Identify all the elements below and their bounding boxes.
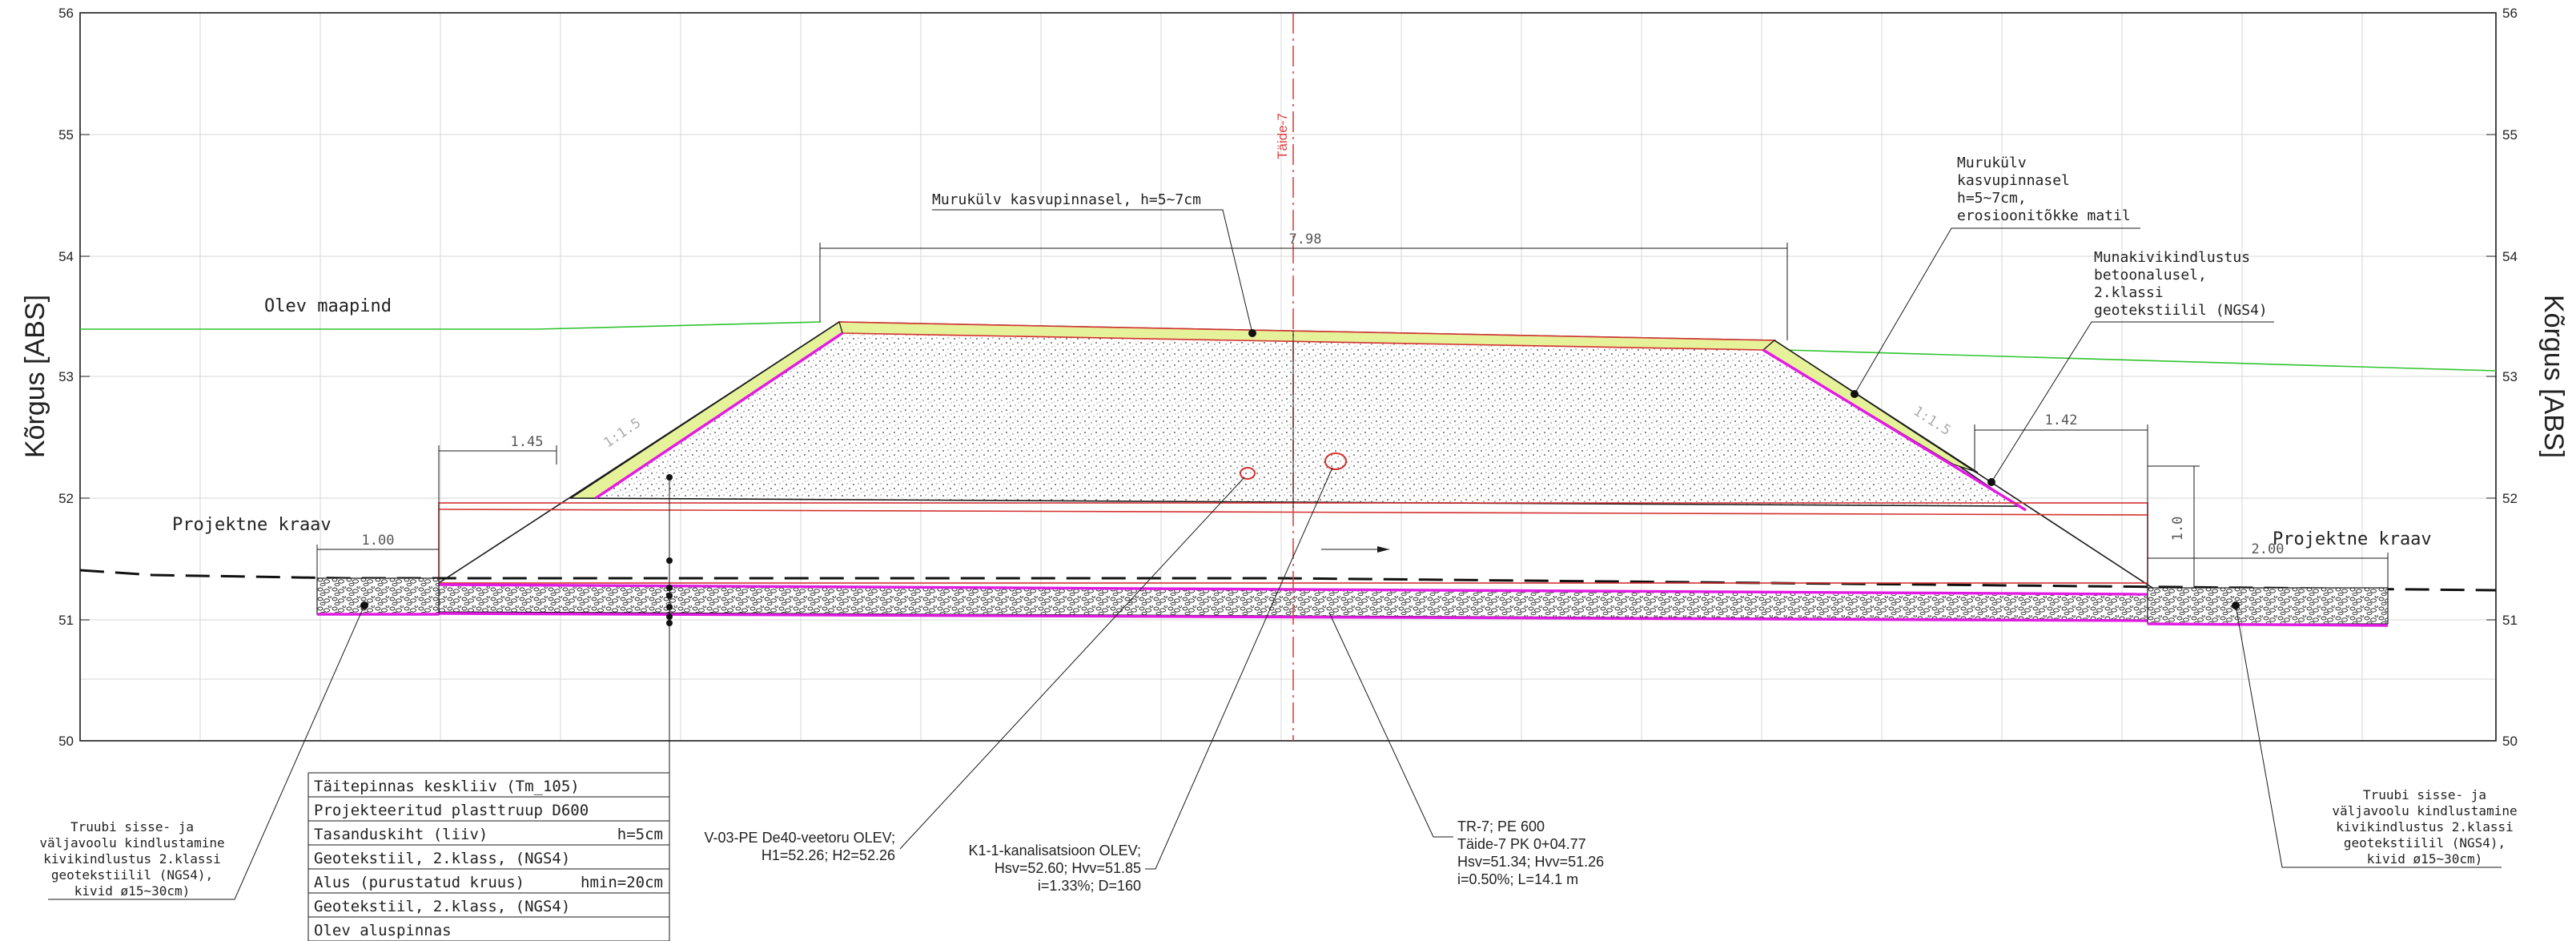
tick-right-53: 53 <box>2502 369 2518 384</box>
layer-row-5: Alus (purustatud kruus) <box>314 874 524 891</box>
dim-top-width: 7.98 <box>1289 231 1322 247</box>
leader-grass-slope <box>1854 227 2140 395</box>
ditch-protection-right <box>2147 587 2389 625</box>
tick-left-50: 50 <box>58 734 74 749</box>
leader-dot-culvert-left <box>360 601 368 609</box>
culvert-label-3: Hsv=51.34; Hvv=51.26 <box>1457 854 1604 870</box>
tick-left-53: 53 <box>58 369 74 384</box>
layer-row-6: Geotekstiil, 2.klass, (NGS4) <box>314 898 570 915</box>
slope-left-outer <box>438 321 840 584</box>
label-stone-4: geotekstiilil (NGS4) <box>2094 302 2268 319</box>
slope-right-outer <box>1774 340 2153 589</box>
layer-row-3-value: h=5cm <box>617 826 663 843</box>
culvert-protection-left-5: kivid ø15~30cm) <box>74 883 191 899</box>
dimension-lines <box>316 243 2389 588</box>
tick-left-55: 55 <box>58 127 74 143</box>
label-stone-2: betoonalusel, <box>2094 267 2207 284</box>
embankment-fill <box>569 321 2020 507</box>
leader-stone <box>1991 321 2274 483</box>
label-ditch-right: Projektne kraav <box>2273 529 2432 549</box>
tick-right-51: 51 <box>2502 613 2518 628</box>
tick-left-52: 52 <box>58 491 74 506</box>
axis-label-right: Kõrgus [ABS] <box>2538 295 2569 458</box>
tick-right-56: 56 <box>2502 6 2518 21</box>
dim-left-ditch: 1.00 <box>362 533 395 549</box>
tick-left-51: 51 <box>58 613 74 628</box>
culvert-protection-right-4: geotekstiilil (NGS4), <box>2344 835 2506 851</box>
label-existing-ground: Olev maapind <box>264 296 392 316</box>
leader-water-pipe <box>899 477 1245 850</box>
label-grass-slope-4: erosioonitõkke matil <box>1957 207 2131 224</box>
culvert-protection-left-3: kivikindlustus 2.klassi <box>43 851 221 867</box>
centerline-label: Täide-7 <box>1275 113 1290 159</box>
culvert-protection-left-2: väljavoolu kindlustamine <box>39 835 224 851</box>
culvert-protection-right-3: kivikindlustus 2.klassi <box>2336 819 2514 834</box>
layer-row-1: Täitepinnas keskliiv (Tm_105) <box>314 778 580 795</box>
leader-culvert <box>1328 612 1453 838</box>
leader-sewer <box>1145 467 1333 870</box>
layer-row-5-value: hmin=20cm <box>581 874 663 891</box>
water-pipe-label-2: H1=52.26; H2=52.26 <box>762 847 895 863</box>
label-grass-slope-2: kasvupinnasel <box>1957 172 2070 189</box>
culvert-protection-right-1: Truubi sisse- ja <box>2363 787 2486 802</box>
leader-dot-grass-top <box>1248 329 1256 337</box>
sewer-pipe-symbol <box>1324 452 1347 470</box>
flow-arrowhead <box>1377 546 1389 553</box>
leader-culvert-right <box>2235 605 2502 868</box>
leader-dot-stone <box>1987 478 1995 486</box>
dim-slope-left: 1:1.5 <box>601 415 644 451</box>
layer-row-7: Olev aluspinnas <box>314 922 452 939</box>
water-pipe-label-1: V-03-PE De40-veetoru OLEV; <box>705 830 895 846</box>
existing-ground-left <box>80 321 822 330</box>
culvert-label-1: TR-7; PE 600 <box>1457 818 1545 834</box>
water-pipe-symbol <box>1240 467 1256 480</box>
culvert-protection-right-2: väljavoolu kindlustamine <box>2332 803 2517 818</box>
leader-culvert-left <box>48 605 365 900</box>
tick-right-54: 54 <box>2502 249 2518 264</box>
sewer-label-2: Hsv=52.60; Hvv=51.85 <box>995 860 1141 876</box>
tick-left-54: 54 <box>58 249 74 264</box>
label-grass-slope-3: h=5~7cm, <box>1957 190 2027 207</box>
culvert-protection-left-4: geotekstiilil (NGS4), <box>51 867 213 883</box>
tick-right-55: 55 <box>2502 127 2518 143</box>
layer-row-4: Geotekstiil, 2.klass, (NGS4) <box>314 850 570 867</box>
dim-right-berm: 1.42 <box>2045 412 2078 428</box>
axis-label-left: Kõrgus [ABS] <box>20 295 50 458</box>
dim-right-ditch: 2.00 <box>2252 541 2285 557</box>
label-stone-1: Munakivikindlustus <box>2094 249 2250 266</box>
ditch-protection-left <box>316 577 440 615</box>
tick-left-56: 56 <box>58 6 74 21</box>
sewer-label-1: K1-1-kanalisatsioon OLEV; <box>969 842 1141 859</box>
tick-right-50: 50 <box>2502 734 2518 749</box>
culvert-protection-left-1: Truubi sisse- ja <box>70 819 194 834</box>
label-grass-slope-1: Murukülv <box>1957 155 2027 171</box>
ditch-geotextile-right <box>2147 622 2389 627</box>
geotextile-slope-right <box>1762 348 2027 512</box>
leader-grass-top <box>932 209 1253 334</box>
layer-row-3: Tasanduskiht (liiv) <box>314 826 488 843</box>
layer-leader-dots <box>666 474 673 626</box>
culvert-protection-right-5: kivid ø15~30cm) <box>2367 851 2483 867</box>
layer-row-2: Projekteeritud plasttruup D600 <box>314 802 589 819</box>
culvert-label-2: Täide-7 PK 0+04.77 <box>1457 836 1586 852</box>
leader-dot-culvert-right <box>2232 601 2240 609</box>
sewer-label-3: i=1.33%; D=160 <box>1038 878 1141 894</box>
dim-right-height: 1.0 <box>2170 517 2186 541</box>
tick-right-52: 52 <box>2502 491 2518 506</box>
tick-marks <box>80 12 2496 742</box>
label-stone-3: 2.klassi <box>2094 284 2164 301</box>
dim-left-berm: 1.45 <box>511 434 544 450</box>
label-ditch-left: Projektne kraav <box>172 515 332 535</box>
label-grass-top: Murukülv kasvupinnasel, h=5~7cm <box>932 191 1201 208</box>
layer-table <box>307 772 670 941</box>
culvert-label-4: i=0.50%; L=14.1 m <box>1457 871 1578 887</box>
existing-ground-right <box>1785 349 2497 372</box>
leader-dot-grass-slope <box>1851 390 1859 398</box>
geotextile-slope-left <box>595 332 843 500</box>
